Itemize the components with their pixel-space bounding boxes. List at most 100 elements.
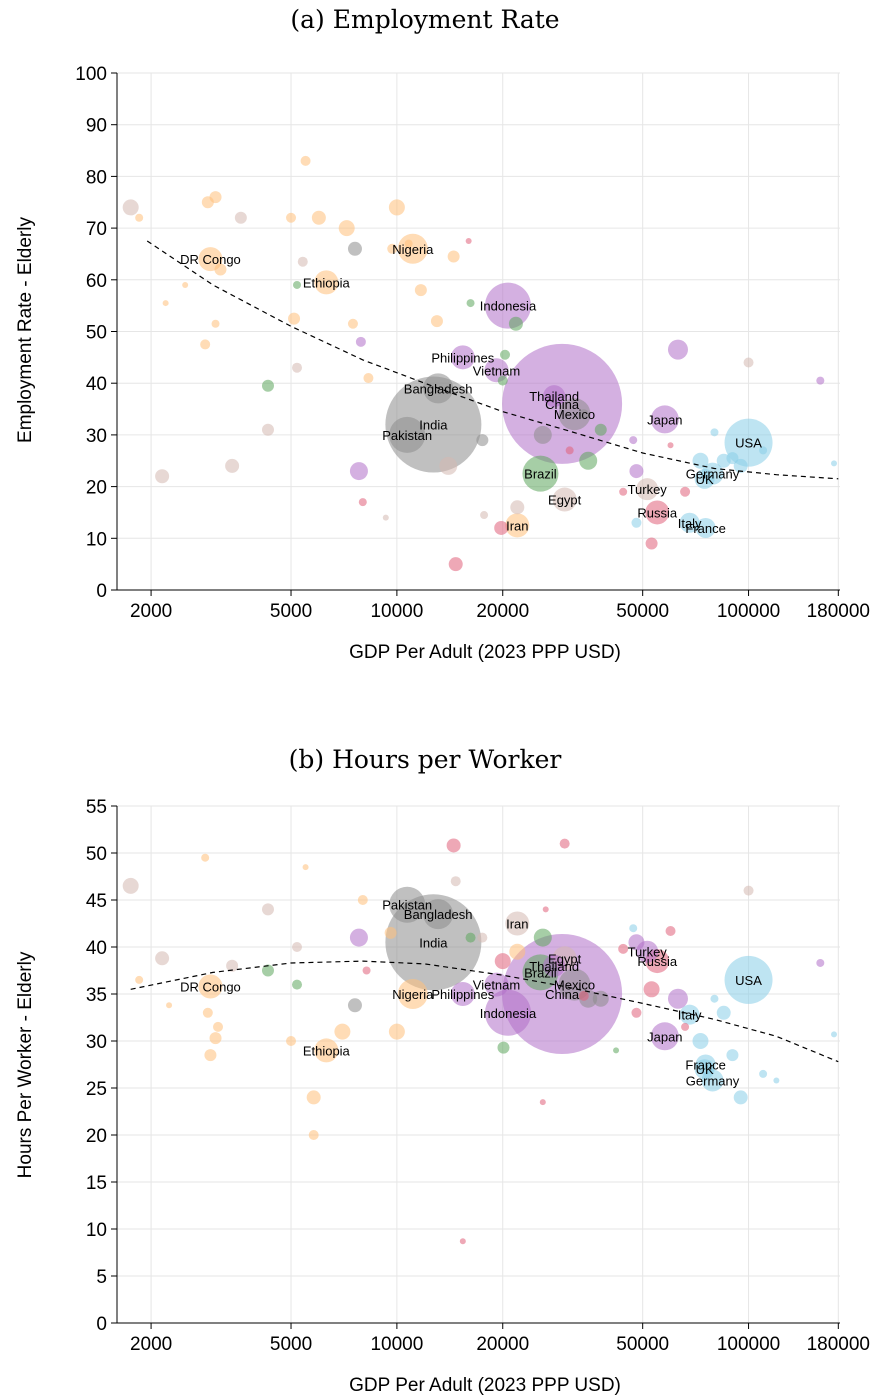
bubble: [288, 312, 301, 325]
bubble: [508, 316, 523, 331]
panel-a-title: (a) Employment Rate: [290, 5, 559, 34]
y-tick-label: 45: [86, 891, 107, 912]
bubble: [200, 339, 211, 350]
bubble-philippines: [450, 982, 475, 1006]
y-tick-label: 70: [86, 219, 107, 240]
y-tick-label: 20: [86, 478, 107, 499]
bubble: [497, 375, 508, 386]
label-brazil: Brazil: [524, 965, 557, 980]
label-uk: UK: [696, 1062, 714, 1077]
bubble: [357, 895, 368, 905]
bubble: [293, 280, 302, 289]
x-tick-label: 180000: [807, 601, 870, 622]
label-vietnam: Vietnam: [473, 978, 520, 993]
country-labels: India China USA Indonesia Pakistan Nigeria Ban…: [180, 898, 762, 1089]
label-vietnam: Vietnam: [473, 363, 520, 378]
y-tick-label: 100: [75, 64, 107, 85]
bubble: [338, 220, 355, 237]
bubble: [182, 281, 189, 288]
y-tick-label: 15: [86, 1173, 107, 1194]
bubble: [733, 1090, 748, 1105]
bubble: [234, 211, 247, 224]
y-tick-label: 35: [86, 985, 107, 1006]
bubble-thailand: [543, 385, 566, 408]
bubble: [726, 452, 739, 465]
bubble: [209, 1032, 222, 1045]
bubble: [349, 928, 368, 947]
label-japan: Japan: [647, 412, 682, 427]
bubble: [447, 250, 460, 263]
bubble-france: [695, 517, 716, 538]
label-brazil: Brazil: [524, 467, 557, 482]
x-tick-label: 50000: [616, 601, 669, 622]
label-mexico: Mexico: [554, 407, 595, 422]
bubble: [261, 423, 274, 436]
label-france: France: [685, 1058, 725, 1073]
bubble: [743, 357, 754, 368]
bubble: [261, 903, 274, 916]
y-tick-label: 5: [96, 1267, 107, 1288]
bubble-mexico: [558, 398, 591, 431]
label-germany: Germany: [686, 467, 740, 482]
bubble: [297, 256, 308, 267]
bubble: [645, 537, 658, 550]
x-tick-label: 10000: [370, 1334, 423, 1355]
bubble: [618, 943, 629, 954]
bubble-pakistan: [389, 416, 426, 453]
bubble: [477, 932, 488, 943]
bubble: [667, 339, 688, 360]
panel-hours-per-worker: (b) Hours per Worker Hours Per Worker - …: [15, 745, 870, 1396]
gridlines: [117, 72, 840, 591]
bubble: [155, 951, 170, 966]
bubble: [308, 1130, 319, 1140]
bubble-iran: [505, 911, 530, 936]
bubble: [300, 155, 311, 166]
bubble: [629, 436, 638, 445]
label-india: India: [419, 935, 448, 950]
bubble: [213, 1021, 224, 1032]
bubble: [494, 953, 511, 970]
bubble: [347, 998, 362, 1013]
bubble: [446, 838, 461, 853]
bubble: [539, 1099, 546, 1106]
y-tick-label: 0: [96, 1314, 107, 1335]
bubble: [465, 238, 472, 245]
bubble: [306, 1090, 321, 1105]
bubble: [388, 199, 405, 216]
bubble: [497, 1041, 510, 1054]
bubble: [292, 979, 303, 990]
bubble: [613, 1047, 620, 1054]
bubble-pakistan: [389, 886, 426, 923]
bubble: [773, 1077, 780, 1084]
bubble: [155, 469, 170, 484]
bubble: [347, 241, 362, 256]
bubble: [726, 1049, 739, 1062]
bubble: [579, 451, 598, 470]
x-tick-label: 100000: [717, 601, 780, 622]
bubble: [214, 263, 227, 276]
bubble: [494, 520, 509, 535]
bubble: [710, 428, 719, 437]
bubble-ethiopia: [314, 1038, 339, 1063]
y-tick-label: 90: [86, 116, 107, 137]
panel-b-x-axis-title: GDP Per Adult (2023 PPP USD): [349, 1375, 621, 1396]
bubble: [743, 885, 754, 896]
bubble: [665, 926, 676, 937]
label-egypt: Egypt: [548, 951, 582, 966]
bubble-turkey: [636, 478, 659, 501]
label-france: France: [685, 521, 725, 536]
bubble-indonesia: [484, 282, 531, 329]
bubble: [831, 1031, 838, 1038]
bubble: [565, 446, 574, 455]
bubble: [122, 199, 139, 216]
label-thailand: Thailand: [529, 959, 579, 974]
bubble: [578, 409, 589, 420]
x-tick-label: 50000: [616, 1334, 669, 1355]
bubble: [355, 336, 366, 347]
bubble: [759, 1069, 768, 1078]
y-tick-label: 20: [86, 1126, 107, 1147]
bubble: [594, 423, 607, 436]
bubble: [286, 212, 297, 223]
bubble: [542, 906, 549, 913]
